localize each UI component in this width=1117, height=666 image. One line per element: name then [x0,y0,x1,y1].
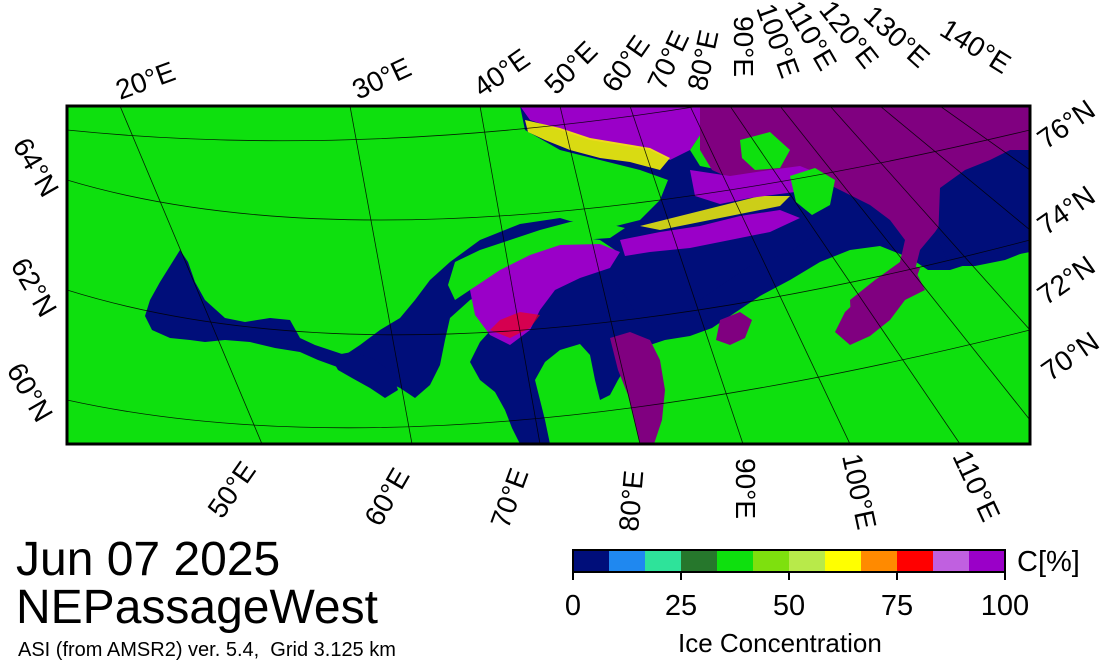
lat-label-left: 60°N [1,358,59,428]
lon-label-top: 30°E [347,52,415,106]
colorbar-unit: C[%] [1017,546,1080,578]
franz-josef-land [740,132,790,170]
colorbar-segment [645,550,682,572]
map-date: Jun 07 2025 [16,533,281,586]
lon-label-top: 50°E [538,35,603,100]
colorbar-ticks [572,572,1006,580]
severnaya-zemlya [790,168,835,215]
colorbar-tick-label: 75 [880,590,914,622]
colorbar-segment [573,550,610,572]
right-latitude-labels: 76°N 74°N 72°N 70°N [1032,94,1105,387]
bottom-longitude-labels: 50°E 60°E 70°E 80°E 90°E 100°E 110°E [202,445,1007,532]
laptev-polynya [938,150,1030,266]
colorbar-segment [681,550,718,572]
colorbar-segment [609,550,646,572]
lon-label-bottom: 80°E [613,469,649,533]
colorbar-segment [717,550,754,572]
lon-label-top: 90°E [728,16,759,77]
top-longitude-labels: 20°E 30°E 40°E 50°E 60°E 70°E 80°E 90°E … [111,0,1016,106]
lon-label-bottom: 70°E [485,464,535,532]
map-region: NEPassageWest [16,581,378,634]
lat-label-right: 72°N [1032,250,1101,311]
lon-label-bottom: 60°E [358,463,415,531]
colorbar-segment [753,550,790,572]
graticule [67,106,1030,444]
lat-label-left: 62°N [5,253,63,323]
colorbar-tick-label: 50 [772,590,806,622]
lon-label-top: 20°E [111,56,179,106]
colorbar-segment [789,550,826,572]
lon-label-bottom: 110°E [947,445,1007,526]
map-panel [67,106,1030,444]
colorbar-segment [933,550,970,572]
colorbar-tick-label: 25 [664,590,698,622]
kara-ice-yellow [640,196,790,230]
lon-label-bottom: 90°E [730,458,761,519]
colorbar-tick-label: 100 [980,590,1030,622]
kara-ice-band [620,210,800,256]
novaya-zemlya [448,222,625,300]
lon-label-top: 40°E [468,43,536,103]
lat-label-right: 74°N [1032,180,1101,241]
lon-label-top: 140°E [935,13,1016,80]
white-sea [330,352,398,398]
ob-gulf [610,332,665,444]
map-frame [65,104,1032,446]
laptev-ice [700,106,1030,345]
lat-label-right: 76°N [1032,94,1101,155]
barents-ice-edge [520,106,700,160]
colorbar-title: Ice Concentration [678,628,882,658]
colorbar-segment [969,550,1006,572]
barents-ice-margin [525,120,670,170]
taymyr-coast-ice [850,262,920,338]
lon-label-bottom: 50°E [202,456,262,524]
colorbar-segment [897,550,934,572]
yenisei-gulf [716,312,752,345]
colorbar-segment [825,550,862,572]
colorbar [573,550,1006,572]
lon-label-bottom: 100°E [836,451,882,532]
lat-label-left: 64°N [7,133,65,203]
colorbar-tick-label: 0 [564,590,582,622]
product-info: ASI (from AMSR2) ver. 5.4, Grid 3.125 km [18,639,396,661]
colorbar-segment [861,550,898,572]
lat-label-right: 70°N [1036,326,1105,387]
left-latitude-labels: 64°N 62°N 60°N [1,133,65,428]
lon-label-top: 60°E [596,30,656,98]
